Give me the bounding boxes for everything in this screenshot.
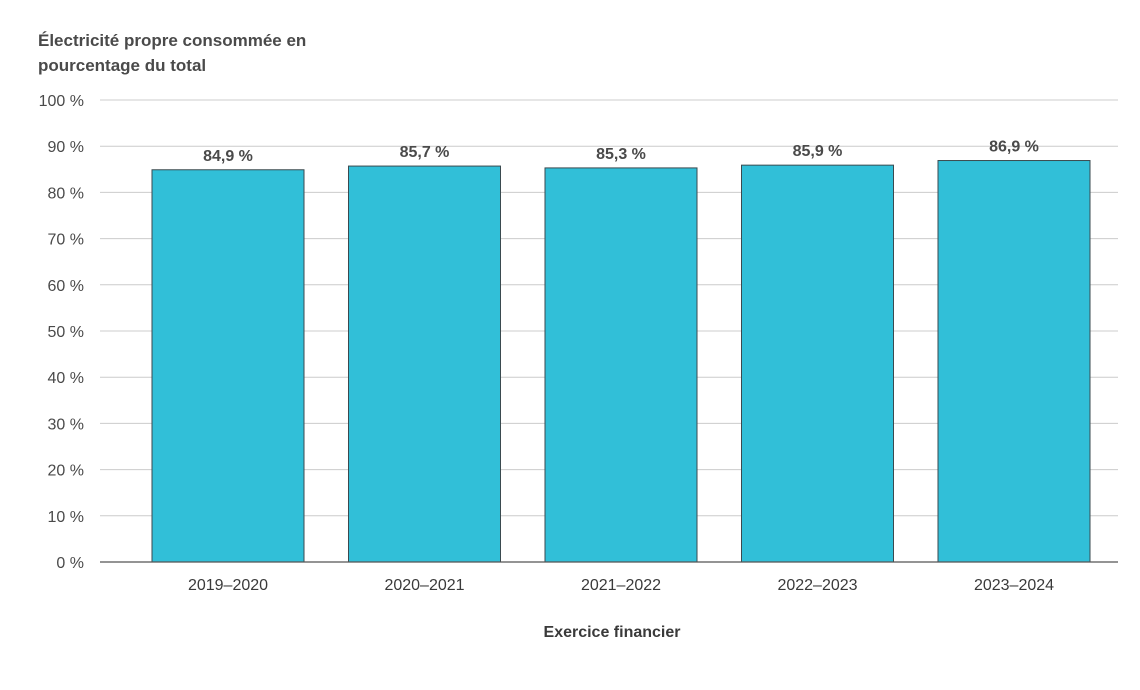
data-label: 85,7 % xyxy=(400,144,450,161)
y-tick-label: 70 % xyxy=(48,232,84,249)
category-label: 2022–2023 xyxy=(777,577,857,594)
bar xyxy=(151,169,305,563)
y-tick-label: 10 % xyxy=(48,509,84,526)
y-axis-title: Électricité propre consommée en pourcent… xyxy=(38,31,306,75)
bar xyxy=(937,160,1091,563)
y-tick-labels: 0 % 10 % 20 % 30 % 40 % 50 % 60 % 70 % 80 % 90 % 1… xyxy=(39,93,84,572)
data-label: 85,9 % xyxy=(793,143,843,160)
y-tick-label: 60 % xyxy=(48,278,84,295)
data-label: 85,3 % xyxy=(596,146,646,163)
bar xyxy=(348,165,501,563)
y-tick-label: 40 % xyxy=(48,370,84,387)
y-axis-title-line-2: pourcentage du total xyxy=(38,56,206,75)
category-label: 2023–2024 xyxy=(974,577,1054,594)
category-labels: 2019–2020 2020–2021 2021–2022 2022–2023 2023… xyxy=(188,577,1054,594)
data-labels: 84,9 % 85,7 % 85,3 % 85,9 % 86,9 % xyxy=(203,139,1039,165)
y-tick-label: 80 % xyxy=(48,185,84,202)
y-axis-title-line-1: Électricité propre consommée en xyxy=(38,31,306,50)
data-label: 84,9 % xyxy=(203,148,253,165)
category-label: 2021–2022 xyxy=(581,577,661,594)
bar xyxy=(544,167,698,563)
category-label: 2019–2020 xyxy=(188,577,268,594)
y-tick-label: 20 % xyxy=(48,463,84,480)
y-tick-label: 0 % xyxy=(56,555,84,572)
y-tick-label: 50 % xyxy=(48,324,84,341)
y-tick-label: 30 % xyxy=(48,416,84,433)
x-axis-title: Exercice financier xyxy=(544,624,681,641)
y-tick-label: 90 % xyxy=(48,139,84,156)
data-label: 86,9 % xyxy=(989,139,1039,156)
bars xyxy=(151,160,1091,563)
bar xyxy=(741,164,894,563)
category-label: 2020–2021 xyxy=(384,577,464,594)
y-tick-label: 100 % xyxy=(39,93,84,110)
